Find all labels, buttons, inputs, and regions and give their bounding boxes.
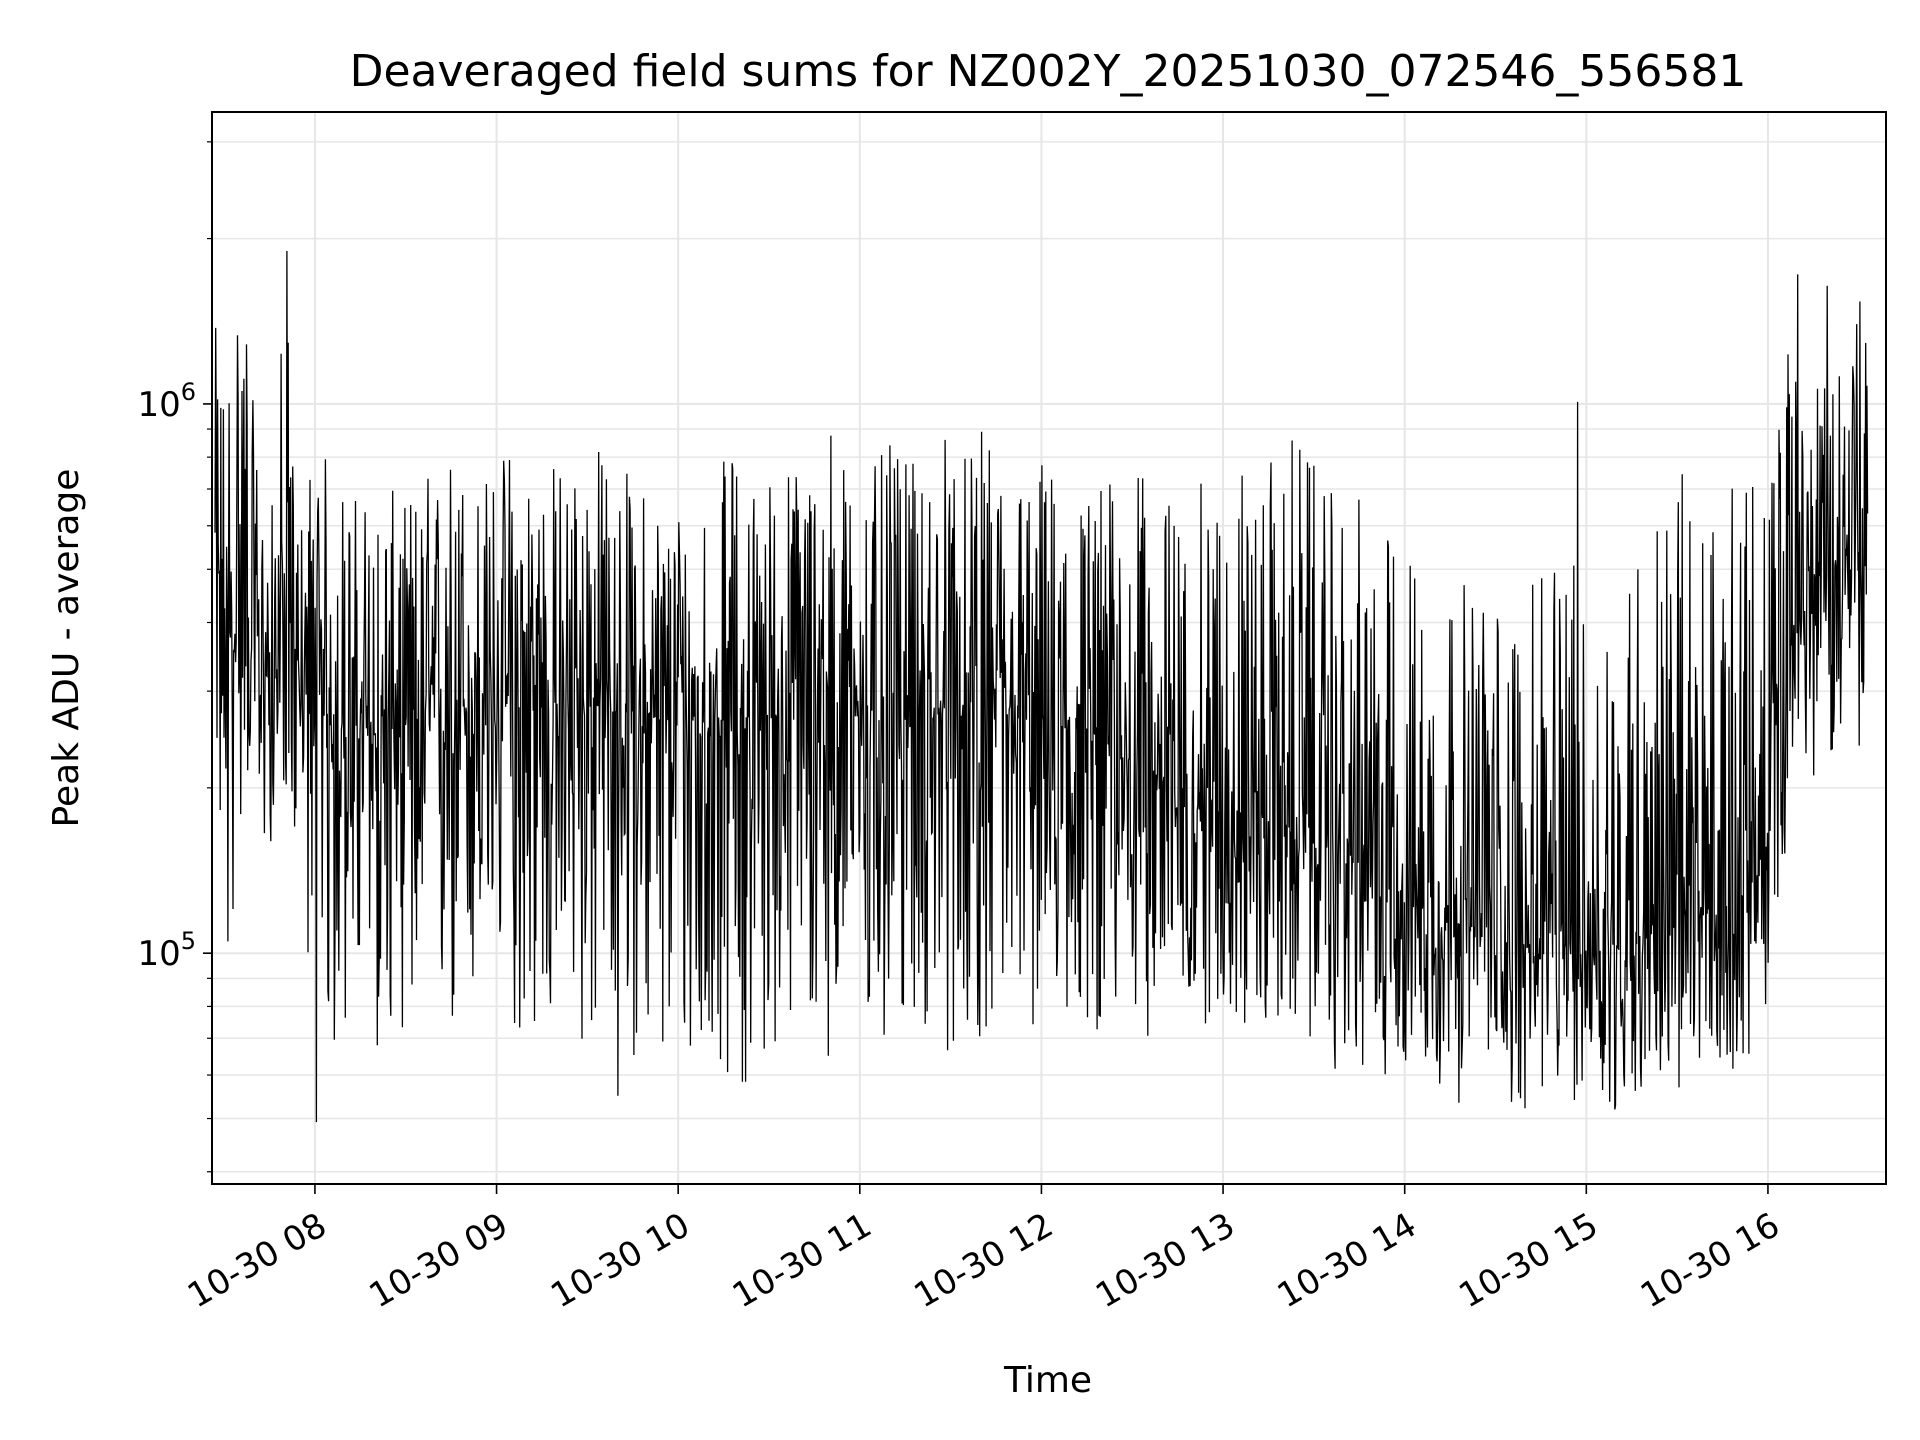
series-group [214,250,1869,1123]
plot-frame [211,111,1887,1185]
y-tick-label: 105 [137,927,196,974]
y-axis-label: Peak ADU - average [46,469,87,828]
y-axis: 105 106 [137,141,212,1173]
plot-area [214,250,1869,1123]
y-tick-label: 106 [137,378,196,425]
chart-title: Deaveraged field sums for NZ002Y_2025103… [350,46,1747,97]
x-axis-label: Time [1003,1360,1092,1401]
series-line [214,250,1869,1123]
